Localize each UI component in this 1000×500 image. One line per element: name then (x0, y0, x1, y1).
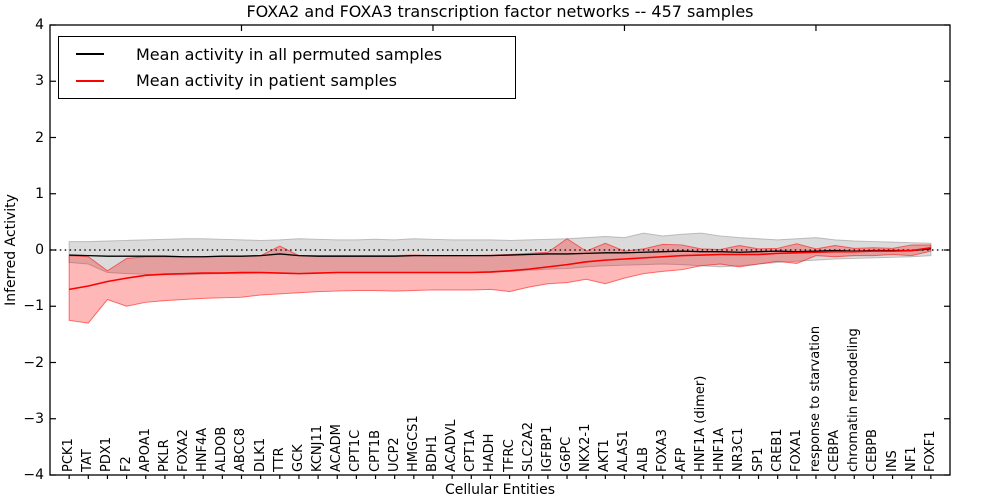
legend-entry-patient: Mean activity in patient samples (76, 71, 515, 90)
x-tick-label: AFP (673, 447, 689, 472)
x-tick-label: NKX2-1 (578, 423, 594, 472)
x-tick-label: PKLR (156, 439, 172, 472)
x-tick-label: ACADVL (444, 419, 460, 472)
y-tick-label: 0 (35, 242, 44, 258)
x-tick-label: ALB (635, 446, 651, 472)
legend-line-permuted-icon (76, 53, 104, 56)
x-tick-label: CPT1B (367, 429, 383, 472)
x-tick-label: HNF1A (712, 427, 728, 472)
x-tick-label: ACADM (329, 424, 345, 472)
x-tick-label: ALDOB (214, 426, 230, 472)
x-tick-label: FOXA2 (176, 429, 192, 472)
x-tick-label: G6PC (559, 436, 575, 472)
x-tick-label: response to starvation (807, 325, 823, 472)
x-tick-label: BDH1 (424, 435, 440, 472)
y-tick-label: 2 (35, 129, 44, 146)
x-tick-label: UCP2 (386, 437, 402, 472)
x-tick-label: TAT (80, 449, 96, 472)
x-tick-label: FOXA3 (654, 429, 670, 472)
x-tick-label: CREB1 (769, 428, 785, 472)
y-tick-label: −3 (23, 410, 44, 427)
x-tick-label: GCK (290, 444, 306, 472)
y-tick-label: −4 (23, 467, 44, 483)
legend-line-patient-icon (76, 79, 104, 82)
x-tick-label: APOA1 (137, 428, 153, 472)
x-tick-label: chromatin remodeling (846, 328, 862, 472)
mean-line-patient (69, 246, 931, 291)
x-tick-label: F2 (118, 456, 134, 472)
x-tick-label: HNF4A (195, 427, 211, 472)
x-tick-label: SLC2A2 (520, 421, 536, 472)
x-tick-label: TTR (271, 447, 287, 472)
legend-label-permuted: Mean activity in all permuted samples (136, 44, 443, 64)
x-tick-label: CPT1A (463, 429, 479, 472)
legend-label-patient: Mean activity in patient samples (136, 71, 397, 91)
x-tick-label: ABCC8 (233, 427, 249, 472)
x-tick-label: FOXF1 (922, 430, 938, 472)
x-tick-label: HADH (482, 433, 498, 472)
x-tick-label: CPT1C (348, 429, 364, 472)
chart-title: FOXA2 and FOXA3 transcription factor net… (246, 2, 754, 21)
x-tick-label: NF1 (903, 446, 919, 472)
legend: Mean activity in all permuted samples Me… (58, 36, 516, 99)
x-tick-label: PCK1 (61, 438, 77, 472)
mean-line-permuted (69, 248, 931, 258)
y-tick-label: 3 (35, 73, 44, 90)
x-tick-label: SP1 (750, 447, 766, 472)
x-tick-label: ALAS1 (616, 430, 632, 472)
x-tick-label: IGFBP1 (539, 425, 555, 472)
x-tick-label: FOXA1 (788, 429, 804, 472)
y-tick-label: 4 (35, 17, 44, 33)
x-tick-label: AKT1 (597, 439, 613, 472)
y-tick-label: −1 (23, 298, 44, 315)
x-tick-label: KCNJ11 (310, 425, 326, 472)
x-tick-label: PDX1 (99, 436, 115, 472)
x-tick-label: HNF1A (dimer) (693, 375, 709, 472)
x-tick-label: CEBPB (865, 429, 881, 472)
x-tick-label: DLK1 (252, 437, 268, 472)
x-tick-label: TFRC (501, 439, 517, 472)
x-tick-label: INS (884, 450, 900, 472)
legend-entry-permuted: Mean activity in all permuted samples (76, 45, 515, 64)
x-tick-label: CEBPA (827, 429, 843, 472)
x-tick-label: HMGCS1 (405, 415, 421, 472)
y-tick-label: 1 (35, 185, 44, 202)
x-axis-label: Cellular Entities (444, 482, 556, 498)
x-tick-label: NR3C1 (731, 427, 747, 472)
y-tick-label: −2 (23, 354, 44, 371)
